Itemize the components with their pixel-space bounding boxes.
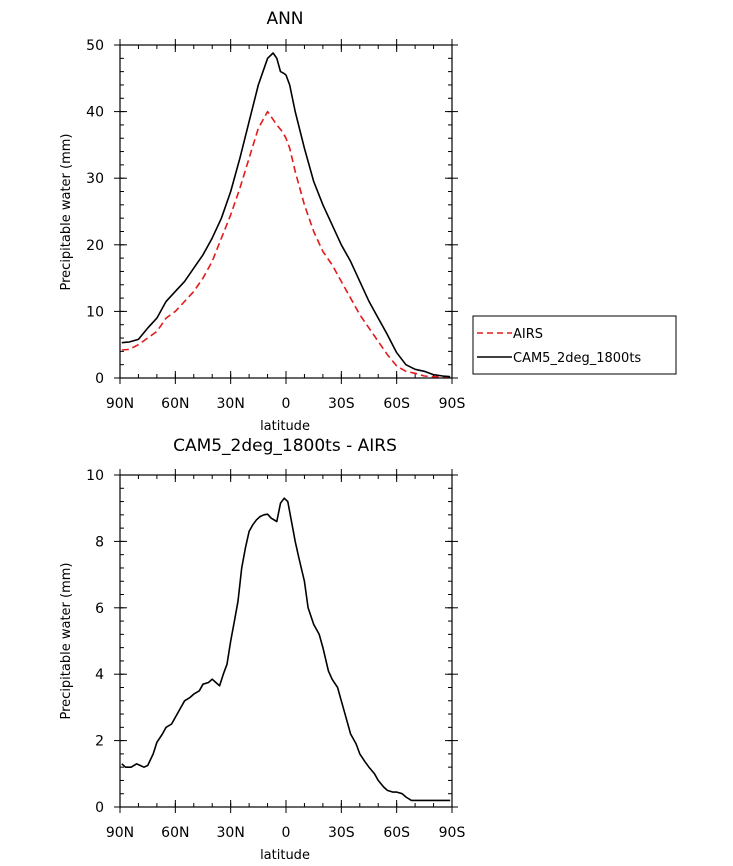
y-tick-label: 10 xyxy=(86,468,104,484)
panel-title: CAM5_2deg_1800ts - AIRS xyxy=(173,436,397,456)
x-tick-label: 90N xyxy=(106,825,134,841)
x-tick-label: 90S xyxy=(439,825,466,841)
y-axis-title: Precipitable water (mm) xyxy=(59,563,74,720)
panel-title: ANN xyxy=(266,9,303,29)
plot-area: 90N 60N 30N 0 30S 60S 90S 0 2 4 6 8 10 xyxy=(86,468,465,841)
y-tick-label: 20 xyxy=(86,238,104,254)
plot-frame xyxy=(119,44,453,379)
panel-difference: CAM5_2deg_1800ts - AIRS 90N 60N 30N 0 30S 60S… xyxy=(59,436,465,863)
x-tick-label: 60S xyxy=(383,825,410,841)
y-tick-label: 40 xyxy=(86,105,104,121)
legend: AIRS CAM5_2deg_1800ts xyxy=(472,315,677,375)
x-tick-label: 60N xyxy=(161,825,189,841)
y-tick-label: 10 xyxy=(86,304,104,320)
y-tick-label: 6 xyxy=(95,601,104,617)
y-tick-label: 4 xyxy=(95,667,104,683)
series-line-cam5-2deg-1800ts-airs xyxy=(121,497,451,802)
y-tick-label: 50 xyxy=(86,38,104,54)
x-tick-label: 30S xyxy=(328,396,355,412)
x-tick-label: 90N xyxy=(106,396,134,412)
legend-label-airs: AIRS xyxy=(513,327,543,342)
y-tick-label: 2 xyxy=(95,734,104,750)
series-line-airs xyxy=(121,110,451,378)
panel-annual-mean: ANN 90N 60N 30N 0 30S 60S 90S 0 10 20 30 40 50 Preci… xyxy=(59,9,465,434)
plot-area: 90N 60N 30N 0 30S 60S 90S 0 10 20 30 40 50 xyxy=(86,38,465,412)
series-line-cam5-2deg-1800ts xyxy=(121,52,451,378)
plot-frame xyxy=(119,474,453,808)
legend-box xyxy=(472,315,677,375)
x-tick-label: 0 xyxy=(282,396,291,412)
legend-label-cam5: CAM5_2deg_1800ts xyxy=(513,351,641,366)
y-axis-title: Precipitable water (mm) xyxy=(59,134,74,291)
y-tick-label: 0 xyxy=(95,800,104,816)
x-tick-label: 0 xyxy=(282,825,291,841)
y-tick-label: 0 xyxy=(95,371,104,387)
x-tick-label: 30N xyxy=(217,396,245,412)
x-tick-label: 60N xyxy=(161,396,189,412)
x-tick-label: 90S xyxy=(439,396,466,412)
x-tick-label: 30S xyxy=(328,825,355,841)
x-axis-title: latitude xyxy=(260,419,310,434)
y-tick-label: 8 xyxy=(95,534,104,550)
x-axis-title: latitude xyxy=(260,848,310,863)
y-tick-label: 30 xyxy=(86,171,104,187)
x-tick-label: 30N xyxy=(217,825,245,841)
x-tick-label: 60S xyxy=(383,396,410,412)
